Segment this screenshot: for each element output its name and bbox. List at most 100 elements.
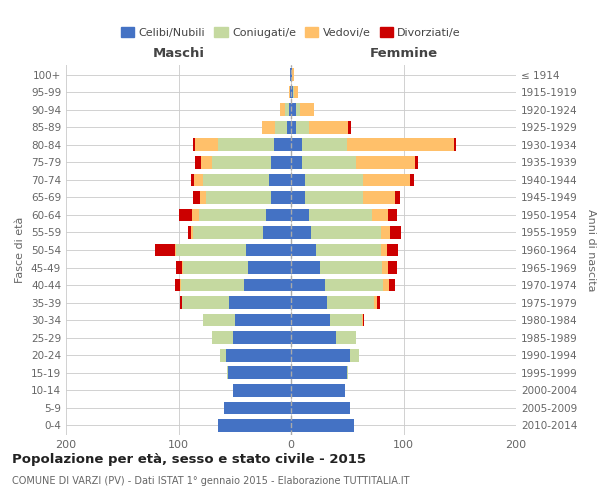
Bar <box>193 138 196 151</box>
Bar <box>193 191 200 203</box>
Bar <box>275 121 287 134</box>
Text: Maschi: Maschi <box>152 46 205 60</box>
Bar <box>363 174 410 186</box>
Bar <box>291 349 349 362</box>
Bar <box>295 86 298 99</box>
Bar <box>293 86 295 99</box>
Bar <box>223 402 291 414</box>
Bar <box>155 244 175 256</box>
Bar <box>291 208 309 221</box>
Bar <box>363 314 364 326</box>
Bar <box>377 296 380 309</box>
Bar <box>309 208 372 221</box>
Legend: Celibi/Nubili, Coniugati/e, Vedovi/e, Divorziati/e: Celibi/Nubili, Coniugati/e, Vedovi/e, Di… <box>116 22 466 42</box>
Bar <box>362 314 363 326</box>
Bar <box>263 226 291 239</box>
Bar <box>179 279 181 291</box>
Bar <box>271 191 291 203</box>
Bar <box>175 244 176 256</box>
Bar <box>176 261 182 274</box>
Bar <box>305 174 363 186</box>
Bar <box>300 104 314 116</box>
Bar <box>305 191 363 203</box>
Bar <box>454 138 457 151</box>
Bar <box>347 366 349 379</box>
Bar <box>316 244 381 256</box>
Bar <box>203 174 269 186</box>
Bar <box>280 104 286 116</box>
Bar <box>179 296 182 309</box>
Bar <box>291 261 320 274</box>
Bar <box>291 419 354 432</box>
Bar <box>183 261 248 274</box>
Bar <box>227 366 228 379</box>
Bar <box>388 208 397 221</box>
Bar <box>193 226 263 239</box>
Bar <box>182 296 229 309</box>
Bar <box>381 226 390 239</box>
Bar <box>292 68 295 81</box>
Bar <box>201 156 212 168</box>
Bar <box>383 279 389 291</box>
Bar <box>200 191 205 203</box>
Bar <box>192 208 199 221</box>
Bar <box>291 174 305 186</box>
Bar <box>291 226 311 239</box>
Bar <box>291 402 349 414</box>
Bar <box>176 244 246 256</box>
Bar <box>194 174 203 186</box>
Bar <box>220 349 226 362</box>
Bar <box>356 156 415 168</box>
Bar <box>320 261 382 274</box>
Bar <box>218 419 291 432</box>
Bar <box>331 314 362 326</box>
Bar <box>181 279 244 291</box>
Bar <box>289 86 290 99</box>
Bar <box>286 104 289 116</box>
Bar <box>182 261 183 274</box>
Bar <box>309 121 349 134</box>
Bar <box>287 121 291 134</box>
Bar <box>296 104 300 116</box>
Bar <box>291 384 345 396</box>
Bar <box>228 366 291 379</box>
Bar <box>291 296 327 309</box>
Bar <box>347 138 454 151</box>
Bar <box>381 244 386 256</box>
Text: Femmine: Femmine <box>370 46 437 60</box>
Bar <box>388 261 397 274</box>
Bar <box>205 191 271 203</box>
Bar <box>289 104 291 116</box>
Bar <box>291 314 331 326</box>
Bar <box>266 208 291 221</box>
Bar <box>291 366 347 379</box>
Bar <box>291 86 293 99</box>
Bar <box>262 121 275 134</box>
Bar <box>291 332 336 344</box>
Bar <box>311 226 381 239</box>
Bar <box>291 68 292 81</box>
Bar <box>291 191 305 203</box>
Bar <box>244 279 291 291</box>
Bar <box>296 121 309 134</box>
Bar <box>233 332 291 344</box>
Bar <box>271 156 291 168</box>
Bar <box>363 191 395 203</box>
Bar <box>336 332 356 344</box>
Bar <box>291 279 325 291</box>
Bar <box>229 296 291 309</box>
Bar <box>327 296 374 309</box>
Bar <box>291 138 302 151</box>
Bar <box>218 138 274 151</box>
Bar <box>291 104 296 116</box>
Bar <box>291 244 316 256</box>
Text: Popolazione per età, sesso e stato civile - 2015: Popolazione per età, sesso e stato civil… <box>12 452 366 466</box>
Bar <box>291 121 296 134</box>
Bar <box>203 314 235 326</box>
Bar <box>290 68 291 81</box>
Text: COMUNE DI VARZI (PV) - Dati ISTAT 1° gennaio 2015 - Elaborazione TUTTITALIA.IT: COMUNE DI VARZI (PV) - Dati ISTAT 1° gen… <box>12 476 409 486</box>
Bar <box>291 156 302 168</box>
Bar <box>389 279 395 291</box>
Bar <box>415 156 418 168</box>
Bar <box>395 191 400 203</box>
